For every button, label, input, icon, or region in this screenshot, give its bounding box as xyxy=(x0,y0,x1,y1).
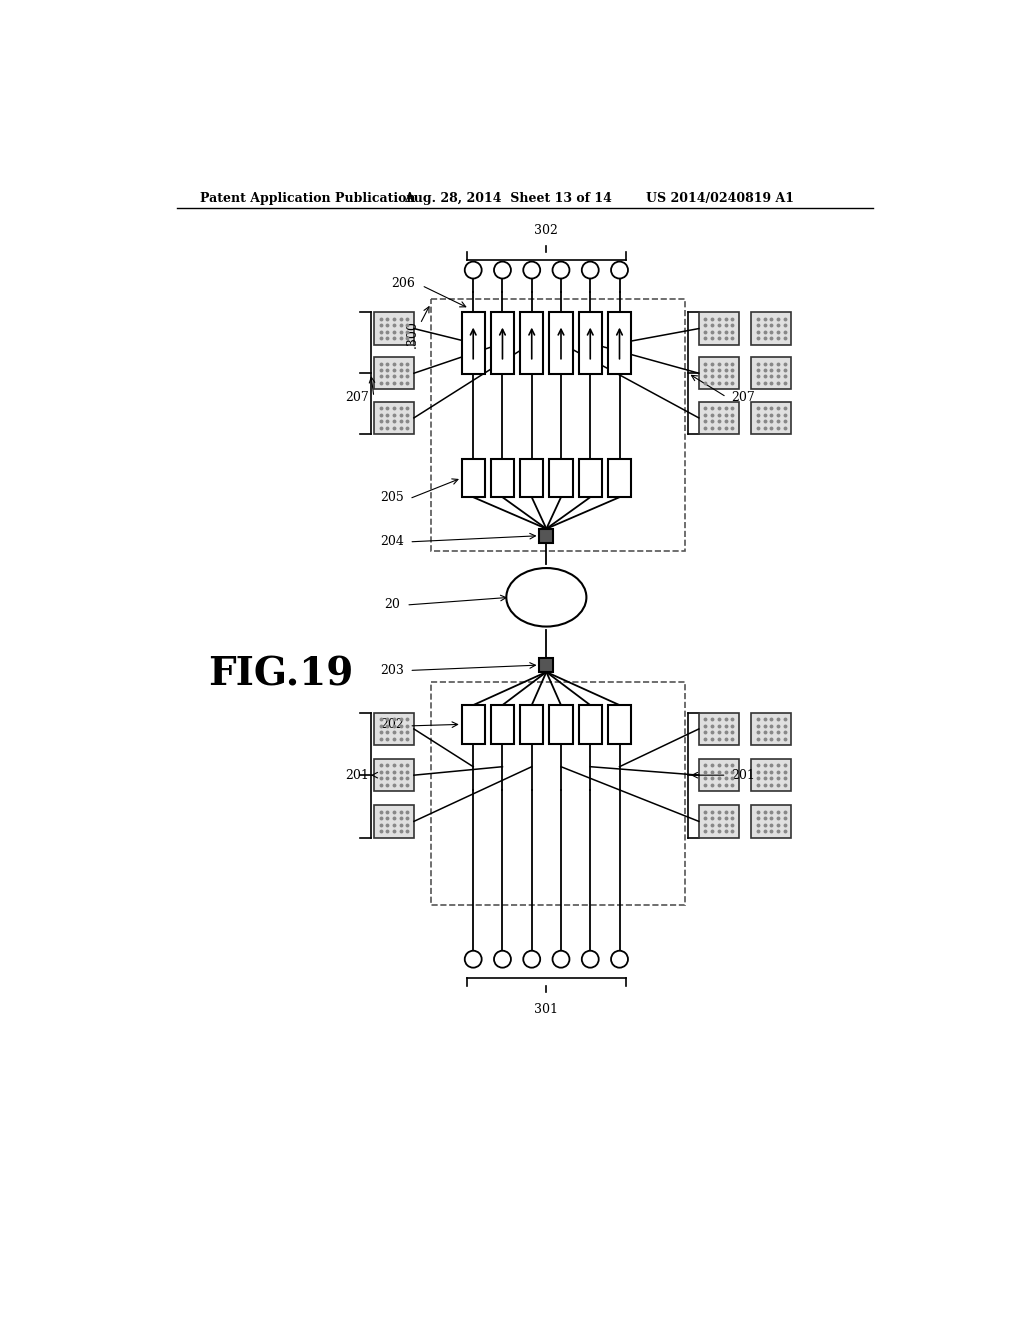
Bar xyxy=(698,401,739,434)
Bar xyxy=(752,313,792,345)
Bar xyxy=(698,313,739,345)
Bar xyxy=(752,759,792,792)
Bar xyxy=(374,401,414,434)
Text: 204: 204 xyxy=(380,536,403,548)
Bar xyxy=(374,358,414,389)
Bar xyxy=(752,805,792,838)
Circle shape xyxy=(553,950,569,968)
Bar xyxy=(752,358,792,389)
Ellipse shape xyxy=(515,574,578,620)
Bar xyxy=(608,313,631,374)
Circle shape xyxy=(582,950,599,968)
Text: 302: 302 xyxy=(535,224,558,238)
Bar xyxy=(520,459,544,498)
Bar xyxy=(540,659,553,672)
Ellipse shape xyxy=(524,581,568,614)
Bar xyxy=(752,401,792,434)
Bar xyxy=(579,705,602,743)
Bar xyxy=(550,459,572,498)
Bar xyxy=(520,313,544,374)
Bar xyxy=(520,705,544,743)
Circle shape xyxy=(523,261,541,279)
Ellipse shape xyxy=(506,568,587,627)
Text: US 2014/0240819 A1: US 2014/0240819 A1 xyxy=(646,191,795,205)
Circle shape xyxy=(494,261,511,279)
Text: 202: 202 xyxy=(380,718,403,731)
Bar xyxy=(579,313,602,374)
Text: 207: 207 xyxy=(731,391,755,404)
Bar xyxy=(374,759,414,792)
Circle shape xyxy=(611,261,628,279)
Bar xyxy=(374,313,414,345)
Bar xyxy=(431,300,685,552)
Bar xyxy=(698,713,739,744)
Circle shape xyxy=(523,950,541,968)
Text: 201: 201 xyxy=(731,768,755,781)
Bar xyxy=(490,313,514,374)
Circle shape xyxy=(465,261,481,279)
Bar xyxy=(490,705,514,743)
Circle shape xyxy=(582,261,599,279)
Text: Aug. 28, 2014  Sheet 13 of 14: Aug. 28, 2014 Sheet 13 of 14 xyxy=(403,191,611,205)
Bar xyxy=(540,529,553,543)
Bar xyxy=(608,705,631,743)
Text: Patent Application Publication: Patent Application Publication xyxy=(200,191,416,205)
Text: 207: 207 xyxy=(345,391,370,404)
Bar xyxy=(462,459,484,498)
Bar xyxy=(698,805,739,838)
Bar xyxy=(698,759,739,792)
Text: 206: 206 xyxy=(391,277,416,289)
Circle shape xyxy=(465,950,481,968)
Text: 201: 201 xyxy=(345,768,370,781)
Text: 20: 20 xyxy=(384,598,400,611)
Bar xyxy=(374,713,414,744)
Text: 203: 203 xyxy=(380,664,403,677)
Text: FIG.19: FIG.19 xyxy=(208,655,353,693)
Bar xyxy=(550,313,572,374)
Text: 301: 301 xyxy=(535,1003,558,1016)
Bar xyxy=(579,459,602,498)
Bar xyxy=(608,459,631,498)
Bar xyxy=(431,682,685,906)
Bar xyxy=(374,805,414,838)
Text: .300: .300 xyxy=(407,321,419,348)
Circle shape xyxy=(494,950,511,968)
Bar xyxy=(698,358,739,389)
Bar xyxy=(462,313,484,374)
Bar xyxy=(490,459,514,498)
Circle shape xyxy=(611,950,628,968)
Circle shape xyxy=(553,261,569,279)
Bar xyxy=(550,705,572,743)
Text: 205: 205 xyxy=(380,491,403,504)
Bar xyxy=(752,713,792,744)
Bar xyxy=(462,705,484,743)
